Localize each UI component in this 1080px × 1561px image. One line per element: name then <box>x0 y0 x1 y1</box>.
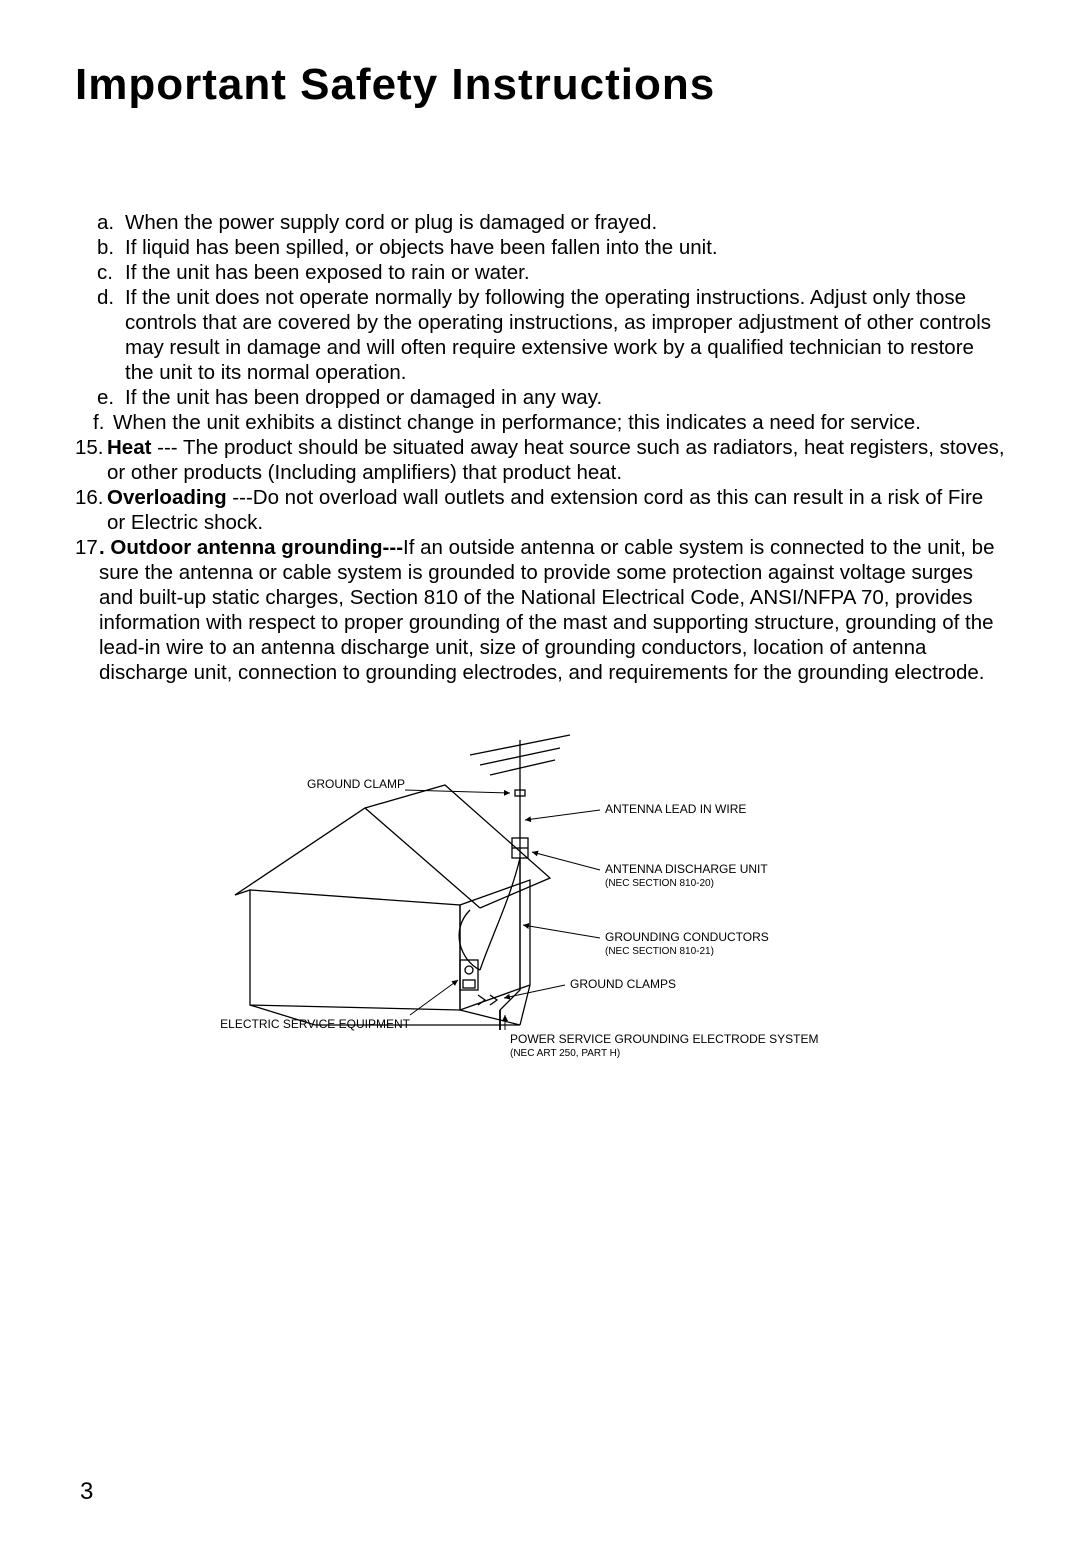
numitem-text: . Outdoor antenna grounding---If an outs… <box>99 535 1005 685</box>
subitem-a: a. When the power supply cord or plug is… <box>75 210 1005 235</box>
subitem-marker: b. <box>97 235 125 260</box>
numitem-bold: Overloading <box>107 486 227 509</box>
label-antenna-discharge-sub: (NEC SECTION 810-20) <box>605 878 714 889</box>
subitem-c: c. If the unit has been exposed to rain … <box>75 260 1005 285</box>
label-power-service: POWER SERVICE GROUNDING ELECTRODE SYSTEM <box>510 1032 819 1046</box>
subitem-text: When the unit exhibits a distinct change… <box>113 410 1005 435</box>
label-electric-service: ELECTRIC SERVICE EQUIPMENT <box>220 1017 410 1031</box>
grounding-diagram: GROUND CLAMP ANTENNA LEAD IN WIRE ANTENN… <box>75 730 1005 1060</box>
subitem-marker: c. <box>97 260 125 285</box>
subitem-text: If liquid has been spilled, or objects h… <box>125 235 1005 260</box>
subitem-text: If the unit has been exposed to rain or … <box>125 260 1005 285</box>
numitem-bold: . Outdoor antenna grounding--- <box>99 536 403 559</box>
numitem-16: 16. Overloading ---Do not overload wall … <box>75 485 1005 535</box>
numitem-marker: 17 <box>75 535 99 685</box>
document-page: Important Safety Instructions a. When th… <box>0 0 1080 1561</box>
label-ground-clamp-top: GROUND CLAMP <box>307 777 405 791</box>
numitem-15: 15. Heat --- The product should be situa… <box>75 435 1005 485</box>
subitem-f: f. When the unit exhibits a distinct cha… <box>75 410 1005 435</box>
numitem-17: 17 . Outdoor antenna grounding---If an o… <box>75 535 1005 685</box>
numitem-marker: 16. <box>75 485 107 535</box>
label-antenna-lead: ANTENNA LEAD IN WIRE <box>605 802 746 816</box>
subitem-e: e. If the unit has been dropped or damag… <box>75 385 1005 410</box>
subitem-marker: d. <box>97 285 125 385</box>
subitem-d: d. If the unit does not operate normally… <box>75 285 1005 385</box>
subitem-b: b. If liquid has been spilled, or object… <box>75 235 1005 260</box>
subitem-marker: f. <box>93 410 113 435</box>
subitem-marker: e. <box>97 385 125 410</box>
label-antenna-discharge: ANTENNA DISCHARGE UNIT <box>605 862 768 876</box>
subitem-text: If the unit does not operate normally by… <box>125 285 1005 385</box>
label-grounding-conductors-sub: (NEC SECTION 810-21) <box>605 946 714 957</box>
numitem-bold: Heat <box>107 436 151 459</box>
label-grounding-conductors: GROUNDING CONDUCTORS <box>605 930 769 944</box>
label-ground-clamps: GROUND CLAMPS <box>570 977 676 991</box>
label-power-service-sub: (NEC ART 250, PART H) <box>510 1048 620 1059</box>
page-title: Important Safety Instructions <box>75 60 1005 110</box>
diagram-svg: GROUND CLAMP ANTENNA LEAD IN WIRE ANTENN… <box>160 730 920 1060</box>
subitem-text: When the power supply cord or plug is da… <box>125 210 1005 235</box>
numitem-rest: --- The product should be situated away … <box>107 436 1005 484</box>
subitem-marker: a. <box>97 210 125 235</box>
page-number: 3 <box>80 1478 93 1506</box>
subitem-text: If the unit has been dropped or damaged … <box>125 385 1005 410</box>
numitem-marker: 15. <box>75 435 107 485</box>
numitem-text: Overloading ---Do not overload wall outl… <box>107 485 1005 535</box>
content-block: a. When the power supply cord or plug is… <box>75 210 1005 685</box>
numitem-rest: ---Do not overload wall outlets and exte… <box>107 486 983 534</box>
numitem-text: Heat --- The product should be situated … <box>107 435 1005 485</box>
